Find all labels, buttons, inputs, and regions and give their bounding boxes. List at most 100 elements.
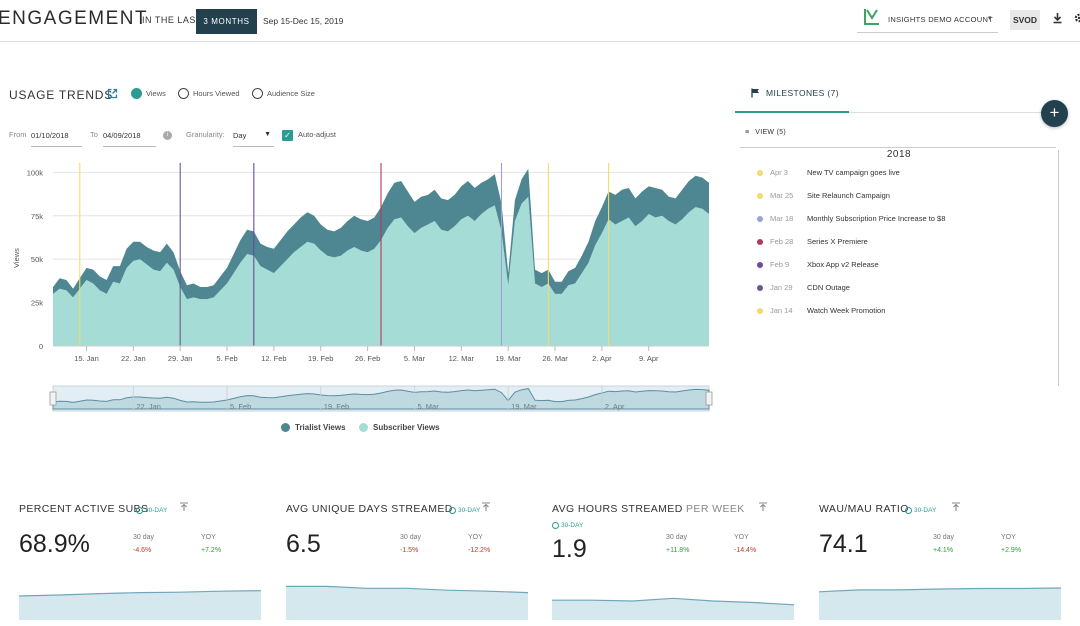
milestone-date: Feb 9	[770, 260, 790, 269]
kpi-period: 30-DAY	[449, 507, 480, 514]
svod-button[interactable]: SVOD	[1010, 10, 1040, 30]
info-icon[interactable]: i	[163, 131, 172, 140]
from-date-input[interactable]: 01/10/2018	[31, 128, 82, 147]
y-tick-label: 0	[39, 342, 43, 351]
kpi-card[interactable]: WAU/MAU RATIO 30-DAY 74.1 30 day +4.1% Y…	[819, 500, 1062, 626]
gear-icon[interactable]	[1073, 12, 1080, 24]
x-tick-label: 19. Mar	[495, 354, 521, 363]
top-bar: ENGAGEMENT IN THE LAST 3 MONTHS Sep 15-D…	[0, 0, 1080, 42]
milestone-dot-icon	[757, 239, 763, 245]
kpi-yoy-label: YOY	[201, 534, 216, 541]
milestone-item[interactable]: Jan 29 CDN Outage	[757, 283, 1047, 295]
sparkline-area	[819, 588, 1061, 620]
chevron-down-icon: ▾	[988, 15, 992, 22]
navigator-tick-label: 5. Mar	[417, 402, 439, 411]
download-icon[interactable]	[1052, 12, 1063, 24]
milestone-item[interactable]: Feb 9 Xbox App v2 Release	[757, 260, 1047, 272]
page-title: ENGAGEMENT	[0, 8, 149, 29]
y-tick-label: 100k	[27, 168, 44, 177]
metric-hours-viewed-radio[interactable]: Hours Viewed	[178, 88, 240, 99]
pin-icon[interactable]	[758, 502, 768, 512]
kpi-period: 30-DAY	[552, 522, 583, 529]
navigator-tick-label: 2. Apr	[605, 402, 625, 411]
legend-subscriber-views[interactable]: Subscriber Views	[359, 423, 440, 432]
kpi-yoy-change: -14.4%	[734, 547, 757, 554]
milestone-date: Jan 14	[770, 306, 793, 315]
metric-label: Hours Viewed	[193, 89, 240, 98]
kpi-yoy-label: YOY	[1001, 534, 1016, 541]
external-link-icon[interactable]	[107, 88, 118, 99]
milestone-dot-icon	[757, 308, 763, 314]
kpi-sparkline	[286, 585, 529, 620]
legend-swatch	[359, 423, 368, 432]
navigator-handle[interactable]	[49, 391, 57, 406]
radio-unselected-icon	[178, 88, 189, 99]
navigator-handle[interactable]	[705, 391, 713, 406]
brand-logo-icon	[864, 9, 879, 25]
sparkline-line	[552, 597, 795, 606]
metric-audience-size-radio[interactable]: Audience Size	[252, 88, 315, 99]
pin-icon[interactable]	[951, 502, 961, 512]
account-selector[interactable]: INSIGHTS DEMO ACCOUNT ▾	[857, 6, 998, 33]
milestone-view-filter[interactable]: ≡ VIEW (5)	[745, 129, 786, 136]
granularity-label: Granularity:	[186, 130, 225, 139]
x-axis-ticks: 15. Jan 22. Jan 29. Jan 5. Feb 12. Feb 19. Fe…	[53, 345, 709, 363]
clock-icon	[552, 522, 559, 529]
to-date-input[interactable]: 04/09/2018	[103, 128, 156, 147]
add-milestone-button[interactable]: +	[1041, 100, 1068, 127]
chevron-down-icon: ▼	[264, 131, 271, 138]
metric-views-radio[interactable]: Views	[131, 88, 166, 99]
kpi-yoy-change: +7.2%	[201, 547, 222, 554]
kpi-yoy-label: YOY	[734, 534, 749, 541]
auto-adjust-checkbox[interactable]: ✓	[282, 130, 293, 141]
granularity-select[interactable]: Day ▼	[233, 128, 274, 147]
y-tick-label: 25k	[31, 299, 43, 308]
clock-icon	[136, 507, 143, 514]
y-axis-ticks: 0 25k 50k 75k 100k	[27, 168, 44, 351]
kpi-card[interactable]: AVG UNIQUE DAYS STREAMED 30-DAY 6.5 30 d…	[286, 500, 529, 626]
sparkline-line	[819, 587, 1062, 593]
kpi-card[interactable]: AVG HOURS STREAMED PER WEEK 30-DAY 1.9 3…	[552, 500, 795, 626]
kpi-value: 1.9	[552, 535, 587, 563]
view-label: VIEW (5)	[755, 129, 787, 136]
kpi-yoy-change: +2.9%	[1001, 547, 1022, 554]
milestone-date: Mar 18	[770, 214, 794, 223]
navigator-tick-label: 22. Jan	[136, 402, 161, 411]
milestone-item[interactable]: Apr 3 New TV campaign goes live	[757, 168, 1047, 180]
account-name: INSIGHTS DEMO ACCOUNT	[888, 15, 994, 24]
pin-icon[interactable]	[179, 502, 189, 512]
milestone-dot-icon	[757, 216, 763, 222]
granularity-value: Day	[233, 131, 247, 140]
in-the-last-label: IN THE LAST	[142, 15, 202, 25]
sparkline-line	[286, 585, 529, 594]
metric-label: Views	[146, 89, 166, 98]
filter-icon: ≡	[745, 129, 750, 136]
date-range-button[interactable]: 3 MONTHS	[196, 9, 257, 34]
sparkline-area	[552, 598, 794, 620]
y-tick-label: 75k	[31, 212, 43, 221]
kpi-title: AVG UNIQUE DAYS STREAMED	[286, 503, 453, 515]
milestone-date: Jan 29	[770, 283, 793, 292]
milestone-item[interactable]: Mar 25 Site Relaunch Campaign	[757, 191, 1047, 203]
kpi-30day-change: +11.8%	[666, 547, 690, 554]
milestones-scrollbar[interactable]	[1058, 150, 1059, 386]
kpi-title: AVG HOURS STREAMED PER WEEK	[552, 503, 745, 515]
milestone-item[interactable]: Mar 18 Monthly Subscription Price Increa…	[757, 214, 1047, 226]
clock-icon	[905, 507, 912, 514]
x-tick-label: 12. Mar	[449, 354, 475, 363]
milestone-item[interactable]: Feb 28 Series X Premiere	[757, 237, 1047, 249]
milestone-dot-icon	[757, 285, 763, 291]
legend-trialist-views[interactable]: Trialist Views	[281, 423, 346, 432]
milestone-dot-icon	[757, 170, 763, 176]
milestone-item[interactable]: Jan 14 Watch Week Promotion	[757, 306, 1047, 318]
range-navigator[interactable]: 22. Jan 5. Feb 19. Feb 5. Mar 19. Mar 2. Apr	[0, 381, 720, 421]
navigator-tick-label: 19. Mar	[511, 402, 537, 411]
sparkline-area	[286, 586, 528, 620]
tab-milestones[interactable]: MILESTONES (7)	[735, 88, 849, 113]
navigator-tick-label: 19. Feb	[324, 402, 349, 411]
pin-icon[interactable]	[481, 502, 491, 512]
milestone-dot-icon	[757, 262, 763, 268]
legend-swatch	[281, 423, 290, 432]
kpi-card[interactable]: PERCENT ACTIVE SUBS 30-DAY 68.9% 30 day …	[19, 500, 262, 626]
date-range-text: Sep 15-Dec 15, 2019	[263, 16, 344, 26]
